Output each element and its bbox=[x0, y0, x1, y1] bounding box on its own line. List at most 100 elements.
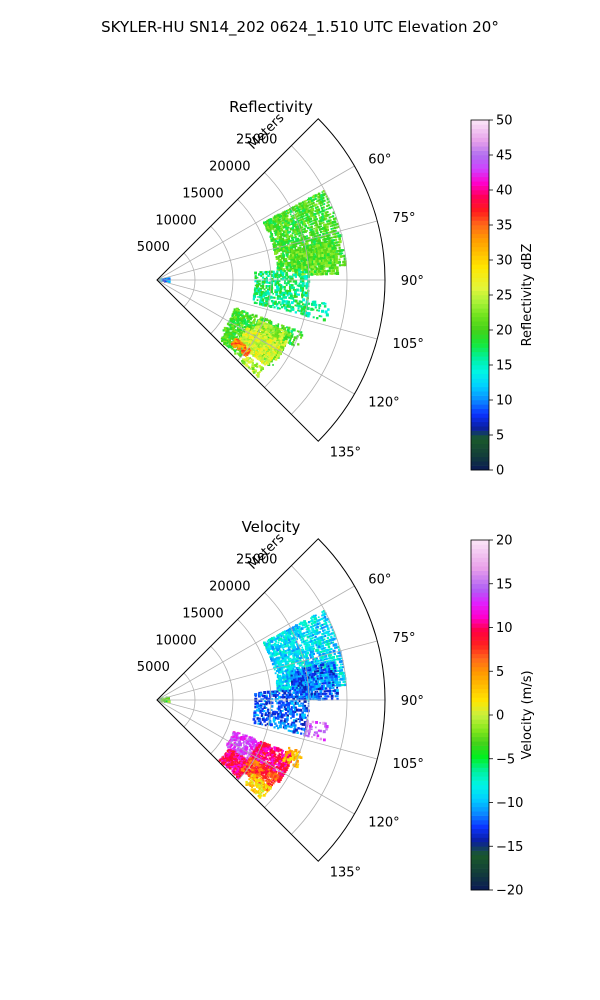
echo-cell bbox=[337, 645, 340, 648]
echo-cell bbox=[297, 633, 301, 637]
echo-cell bbox=[322, 259, 326, 263]
echo-cell bbox=[250, 759, 252, 762]
echo-cell bbox=[300, 718, 304, 721]
echo-cell bbox=[252, 351, 255, 354]
echo-cell bbox=[280, 685, 283, 687]
echo-cell bbox=[264, 350, 267, 353]
echo-cell bbox=[312, 245, 316, 248]
echo-cell bbox=[300, 661, 303, 664]
echo-cell bbox=[319, 689, 323, 693]
echo-cell bbox=[271, 296, 274, 299]
echo-cell bbox=[274, 775, 277, 778]
echo-cell bbox=[282, 258, 286, 262]
echo-cell bbox=[314, 273, 317, 275]
echo-cell bbox=[293, 221, 296, 225]
echo-cell bbox=[288, 305, 291, 308]
echo-cell bbox=[292, 229, 295, 232]
echo-cell bbox=[305, 662, 309, 665]
echo-cell bbox=[314, 641, 318, 644]
echo-cell bbox=[251, 362, 254, 365]
echo-cell bbox=[257, 704, 261, 708]
echo-cell bbox=[293, 653, 297, 657]
echo-cell bbox=[278, 262, 281, 266]
echo-cell bbox=[305, 672, 307, 675]
echo-cell bbox=[261, 286, 264, 289]
echo-cell bbox=[338, 657, 341, 661]
echo-cell bbox=[281, 277, 285, 281]
echo-cell bbox=[279, 678, 283, 682]
echo-cell bbox=[274, 672, 277, 675]
echo-cell bbox=[314, 255, 317, 258]
colorbar-segment bbox=[471, 343, 489, 348]
echo-cell bbox=[277, 712, 281, 717]
echo-cell bbox=[261, 709, 264, 713]
echo-cell bbox=[276, 701, 279, 705]
echo-cell bbox=[299, 216, 302, 219]
echo-cell bbox=[243, 351, 246, 354]
echo-cell bbox=[302, 650, 306, 654]
echo-cell bbox=[301, 273, 305, 276]
echo-cell bbox=[326, 630, 330, 634]
echo-cell bbox=[243, 344, 247, 348]
echo-cell bbox=[259, 349, 263, 353]
echo-cell bbox=[290, 699, 294, 703]
echo-cell bbox=[338, 651, 342, 655]
echo-cell bbox=[291, 333, 294, 336]
echo-cell bbox=[265, 290, 267, 293]
echo-cell bbox=[282, 341, 285, 345]
echo-cell bbox=[285, 671, 288, 674]
echo-cell bbox=[308, 215, 311, 218]
echo-cell bbox=[297, 208, 301, 212]
echo-cell bbox=[325, 235, 327, 238]
echo-cell bbox=[255, 763, 259, 767]
echo-cell bbox=[332, 263, 335, 267]
echo-cell bbox=[238, 324, 241, 327]
echo-cell bbox=[323, 669, 325, 671]
echo-cell bbox=[275, 257, 278, 260]
echo-cell bbox=[317, 685, 321, 688]
echo-cell bbox=[280, 220, 283, 222]
echo-cell bbox=[277, 641, 280, 644]
echo-cell bbox=[295, 671, 299, 675]
echo-cell bbox=[252, 298, 255, 301]
echo-cell bbox=[282, 684, 285, 687]
echo-cell bbox=[298, 202, 302, 206]
echo-cell bbox=[237, 329, 241, 333]
echo-cell bbox=[240, 768, 244, 772]
echo-cell bbox=[271, 773, 274, 777]
echo-cell bbox=[253, 296, 256, 299]
echo-cell bbox=[308, 646, 311, 649]
echo-cell bbox=[287, 255, 291, 259]
echo-cell bbox=[292, 649, 295, 652]
echo-cell bbox=[227, 765, 231, 769]
echo-cell bbox=[249, 745, 253, 749]
echo-cell bbox=[271, 226, 275, 229]
echo-cell bbox=[290, 630, 293, 633]
echo-cell bbox=[262, 303, 266, 307]
echo-cell bbox=[296, 242, 299, 245]
echo-cell bbox=[316, 317, 319, 320]
echo-cell bbox=[255, 770, 259, 774]
echo-cell bbox=[267, 759, 270, 761]
echo-cell bbox=[322, 265, 325, 268]
echo-cell bbox=[281, 680, 284, 684]
echo-cell bbox=[304, 266, 308, 269]
echo-cell bbox=[299, 244, 301, 247]
echo-cell bbox=[238, 347, 242, 351]
echo-cell bbox=[283, 724, 286, 727]
echo-cell bbox=[305, 218, 309, 222]
echo-cell bbox=[318, 622, 321, 624]
angular-tick-label: 135° bbox=[330, 446, 361, 461]
echo-cell bbox=[305, 625, 309, 628]
echo-cell bbox=[300, 300, 303, 304]
colorbar-segment bbox=[471, 421, 489, 427]
echo-cell bbox=[314, 237, 317, 241]
echo-cell bbox=[312, 639, 315, 642]
echo-cell bbox=[249, 761, 252, 764]
echo-cell bbox=[278, 683, 281, 686]
echo-cell bbox=[269, 638, 273, 641]
echo-cell bbox=[299, 231, 302, 235]
echo-cell bbox=[274, 272, 277, 275]
echo-cell bbox=[305, 674, 308, 677]
echo-cell bbox=[291, 328, 294, 331]
